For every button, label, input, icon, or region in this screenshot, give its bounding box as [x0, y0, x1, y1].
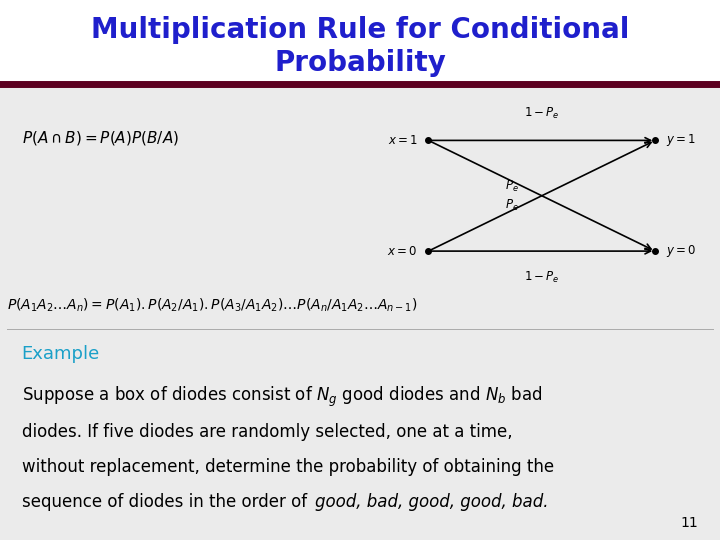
Text: sequence of diodes in the order of: sequence of diodes in the order of: [22, 493, 312, 511]
Text: good, bad, good, good, bad.: good, bad, good, good, bad.: [315, 493, 548, 511]
Text: $y=1$: $y=1$: [666, 132, 696, 149]
Text: diodes. If five diodes are randomly selected, one at a time,: diodes. If five diodes are randomly sele…: [22, 423, 512, 441]
Bar: [0, 0, 720, 84]
Text: Example: Example: [22, 345, 100, 363]
Text: $x=1$: $x=1$: [387, 134, 418, 147]
Text: $P(A \cap B) = P(A)P(B/A)$: $P(A \cap B) = P(A)P(B/A)$: [22, 129, 179, 147]
Text: $x=0$: $x=0$: [387, 245, 418, 258]
Text: $y=0$: $y=0$: [666, 243, 696, 259]
Text: Suppose a box of diodes consist of $N_g$ good diodes and $N_b$ bad: Suppose a box of diodes consist of $N_g$…: [22, 385, 542, 409]
Text: Multiplication Rule for Conditional: Multiplication Rule for Conditional: [91, 16, 629, 44]
Text: $P_e$: $P_e$: [505, 198, 518, 213]
Text: $1-P_e$: $1-P_e$: [524, 106, 559, 122]
Text: 11: 11: [680, 516, 698, 530]
Text: Probability: Probability: [274, 49, 446, 77]
Text: $1-P_e$: $1-P_e$: [524, 270, 559, 285]
Text: without replacement, determine the probability of obtaining the: without replacement, determine the proba…: [22, 458, 554, 476]
Text: $P(A_1 A_2 \ldots A_n) = P(A_1).P(A_2/A_1).P(A_3/A_1 A_2) \ldots P(A_n/A_1 A_2 \: $P(A_1 A_2 \ldots A_n) = P(A_1).P(A_2/A_…: [7, 296, 418, 314]
Text: $P_e$: $P_e$: [505, 179, 518, 194]
